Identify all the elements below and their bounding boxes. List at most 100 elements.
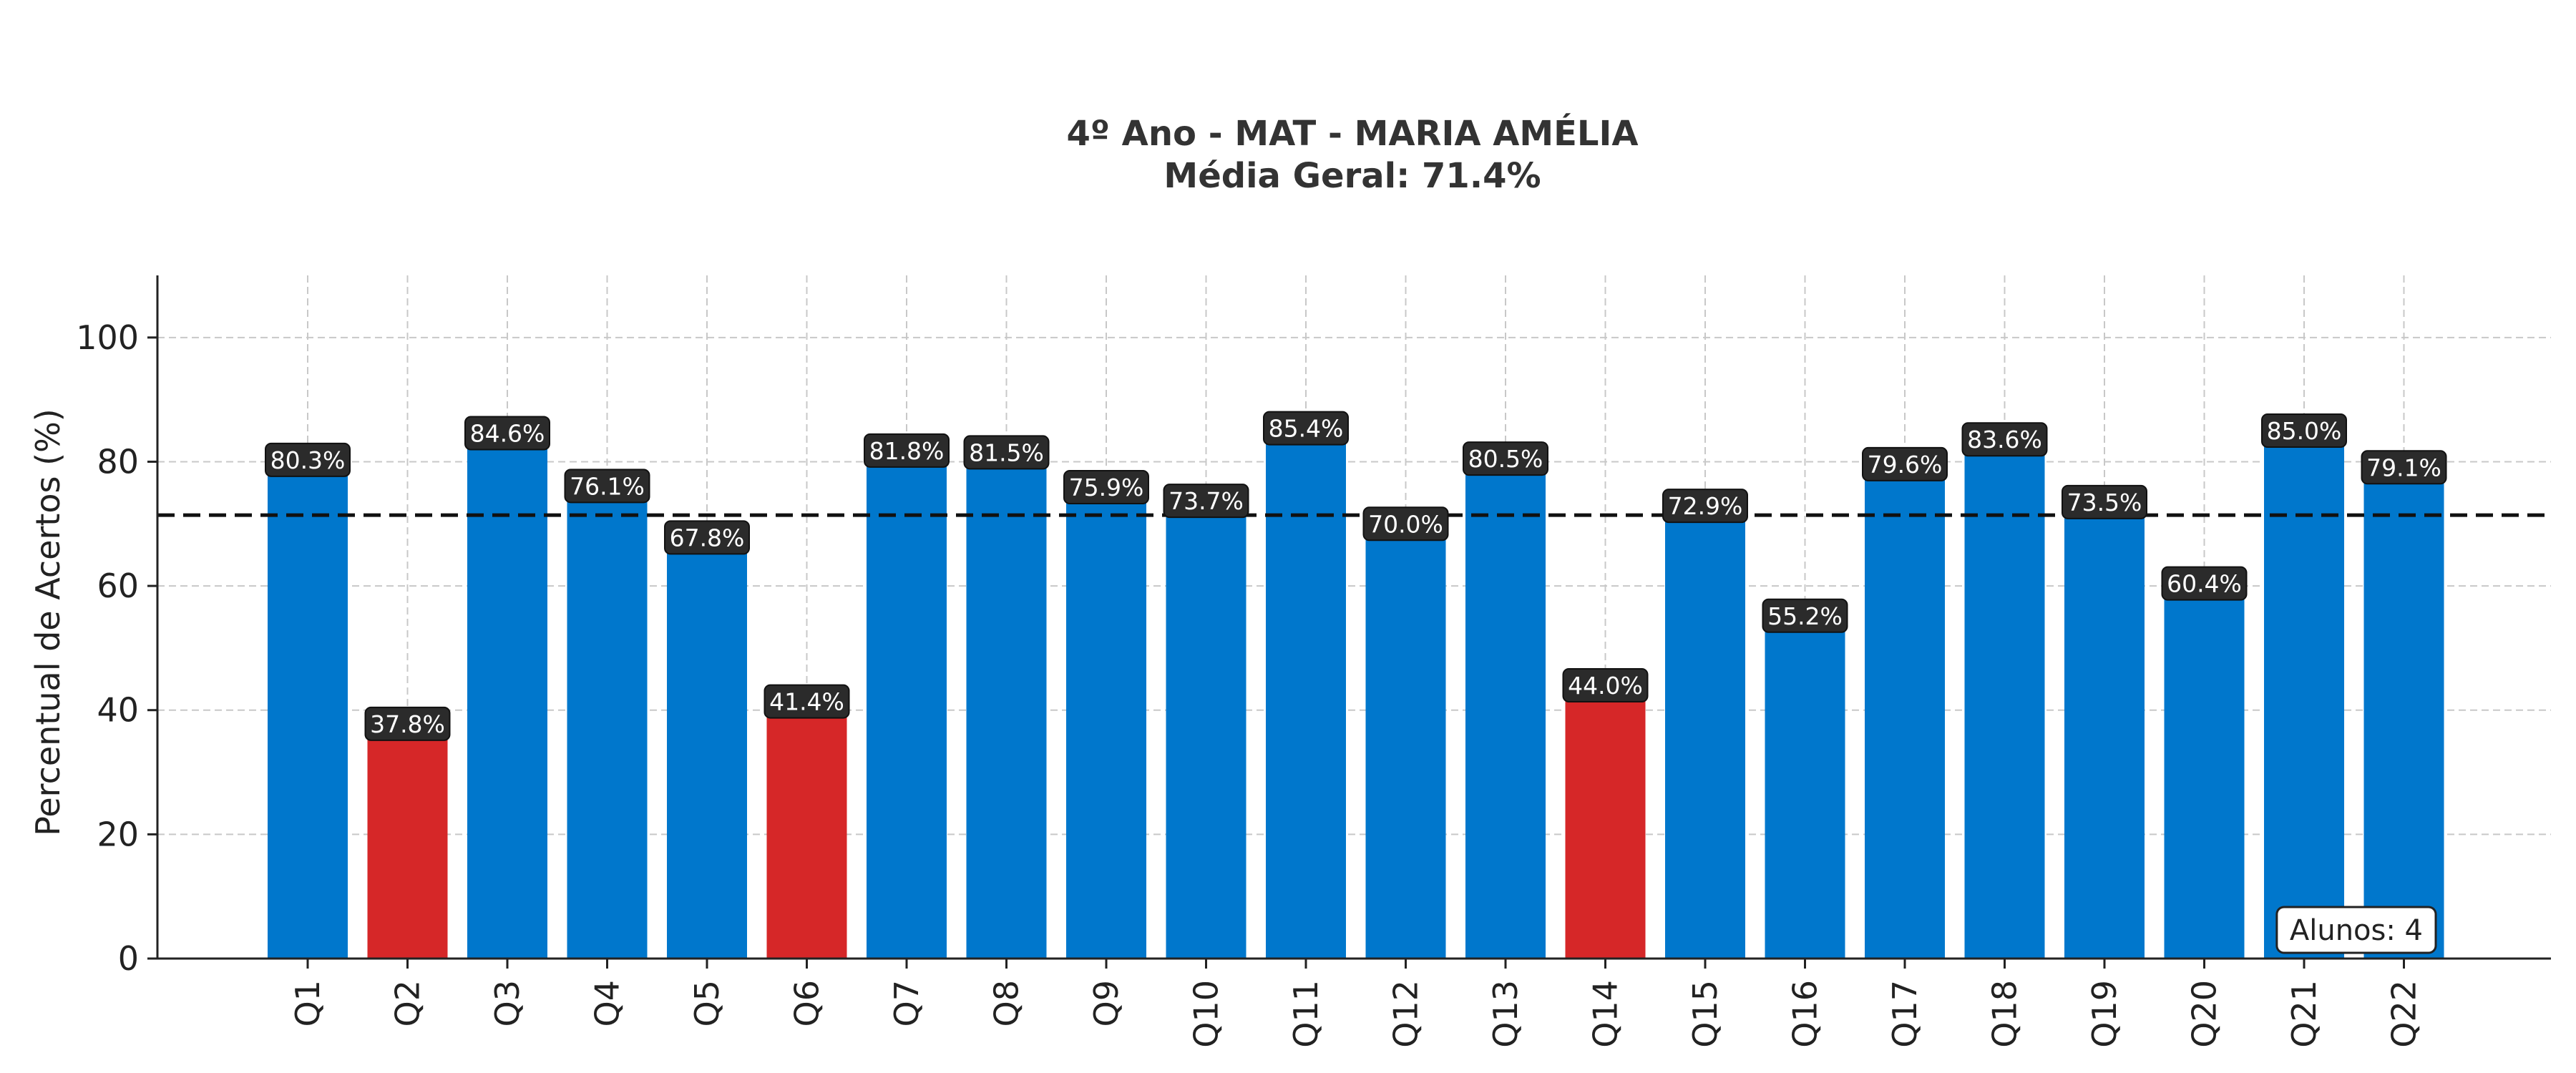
data-label: 41.4% (769, 688, 844, 716)
bar-q17 (1865, 464, 1945, 959)
data-label-box (1862, 446, 1948, 481)
students-count-label: Alunos: 4 (2290, 914, 2423, 947)
chart-subtitle: Média Geral: 71.4% (1163, 156, 1541, 196)
x-tick-label: Q15 (1686, 980, 1724, 1048)
data-label: 70.0% (1368, 510, 1443, 538)
data-label: 80.5% (1468, 445, 1543, 473)
bar-q21 (2264, 431, 2344, 959)
annotation-box (2275, 906, 2437, 954)
bar-q11 (1266, 428, 1346, 959)
data-label: 55.2% (1767, 602, 1843, 630)
data-label: 67.8% (670, 524, 745, 552)
data-label: 73.5% (2067, 489, 2142, 516)
data-label-box (1961, 422, 2048, 457)
x-tick-label: Q17 (1885, 980, 1924, 1048)
bar-q20 (2164, 583, 2245, 959)
bars (268, 428, 2444, 959)
data-label-box (763, 684, 850, 719)
data-label-box (2261, 413, 2347, 449)
y-tick-label: 60 (97, 567, 139, 605)
data-label: 76.1% (570, 472, 645, 500)
bar-q16 (1765, 615, 1845, 959)
data-label: 80.3% (270, 446, 346, 474)
bar-q18 (1964, 439, 2045, 959)
data-label-box (1562, 668, 1649, 702)
x-tick-label: Q6 (788, 980, 826, 1027)
bar-q1 (268, 459, 348, 959)
data-label-box (1263, 411, 1349, 446)
y-tick-label: 100 (76, 318, 139, 357)
bar-q8 (966, 452, 1047, 959)
x-tick-label: Q18 (1986, 980, 2024, 1048)
data-label: 37.8% (370, 710, 445, 738)
data-labels: 80.3% 37.8% 84.6% 76.1% 67.8% 41.4% 81.8% 81.5%… (265, 411, 2447, 741)
x-tick-label: Q22 (2385, 980, 2424, 1048)
chart-title: 4º Ano - MAT - MARIA AMÉLIA (1067, 113, 1639, 154)
x-tick-label: Q9 (1087, 980, 1126, 1027)
bar-q13 (1465, 459, 1546, 959)
data-label: 44.0% (1568, 672, 1643, 700)
bar-q22 (2363, 467, 2444, 959)
data-label: 75.9% (1069, 474, 1144, 501)
data-label-box (2062, 484, 2147, 519)
x-tick-label: Q1 (288, 980, 327, 1027)
y-tick-label: 20 (97, 815, 139, 853)
bar-q9 (1066, 487, 1146, 959)
bar-q4 (567, 486, 648, 959)
x-tick-label: Q8 (987, 980, 1026, 1027)
data-label-box (1463, 441, 1548, 476)
x-tick-label: Q10 (1187, 980, 1226, 1048)
bar-q15 (1665, 506, 1745, 959)
data-label-box (464, 416, 550, 451)
data-label: 83.6% (1967, 426, 2042, 454)
data-label: 72.9% (1668, 492, 1743, 520)
x-tick-label: Q11 (1287, 980, 1325, 1048)
data-label-box (1063, 470, 1149, 505)
data-label: 79.1% (2366, 454, 2441, 481)
x-tick-label: Q7 (887, 980, 926, 1027)
bar-q14 (1565, 685, 1646, 959)
data-label-box (664, 520, 750, 555)
data-label-box (864, 433, 950, 468)
data-label: 85.4% (1269, 415, 1344, 443)
bar-q6 (766, 701, 847, 959)
bar-q3 (467, 433, 547, 959)
y-tick-label: 80 (97, 442, 139, 481)
data-label: 81.8% (869, 437, 945, 465)
data-label: 79.6% (1868, 451, 1943, 479)
data-label-box (265, 442, 351, 477)
data-label-box (564, 469, 650, 504)
x-tick-label: Q21 (2285, 980, 2323, 1048)
x-tick-label: Q20 (2185, 980, 2224, 1048)
y-axis-label: Percentual de Acertos (%) (29, 408, 67, 836)
x-tick-label: Q16 (1786, 980, 1825, 1048)
data-label-box (963, 435, 1050, 470)
x-tick-label: Q13 (1486, 980, 1525, 1048)
bar-q10 (1166, 501, 1246, 959)
bar-q5 (667, 537, 747, 959)
data-label-box (2361, 450, 2447, 485)
data-label: 84.6% (470, 420, 545, 448)
x-tick-label: Q14 (1586, 980, 1625, 1048)
data-label-box (1362, 506, 1449, 542)
data-label-box (364, 706, 451, 741)
x-tick-label: Q3 (488, 980, 527, 1027)
x-tick-label: Q5 (688, 980, 726, 1027)
data-label-box (2161, 566, 2248, 601)
bar-q2 (367, 723, 448, 959)
data-label: 81.5% (969, 438, 1044, 466)
data-label: 85.0% (2267, 417, 2342, 445)
data-label: 73.7% (1169, 487, 1244, 515)
data-label-box (1163, 484, 1249, 519)
bar-q12 (1365, 524, 1446, 959)
x-tick-label: Q19 (2085, 980, 2124, 1048)
x-tick-label: Q12 (1387, 980, 1425, 1048)
x-tick-label: Q2 (389, 980, 427, 1027)
y-tick-label: 40 (97, 691, 139, 730)
data-label-box (1762, 598, 1848, 633)
bar-q19 (2064, 501, 2145, 959)
data-label: 60.4% (2167, 570, 2242, 598)
students-annotation: Alunos: 4 (2275, 906, 2437, 954)
bar-q7 (867, 450, 947, 959)
